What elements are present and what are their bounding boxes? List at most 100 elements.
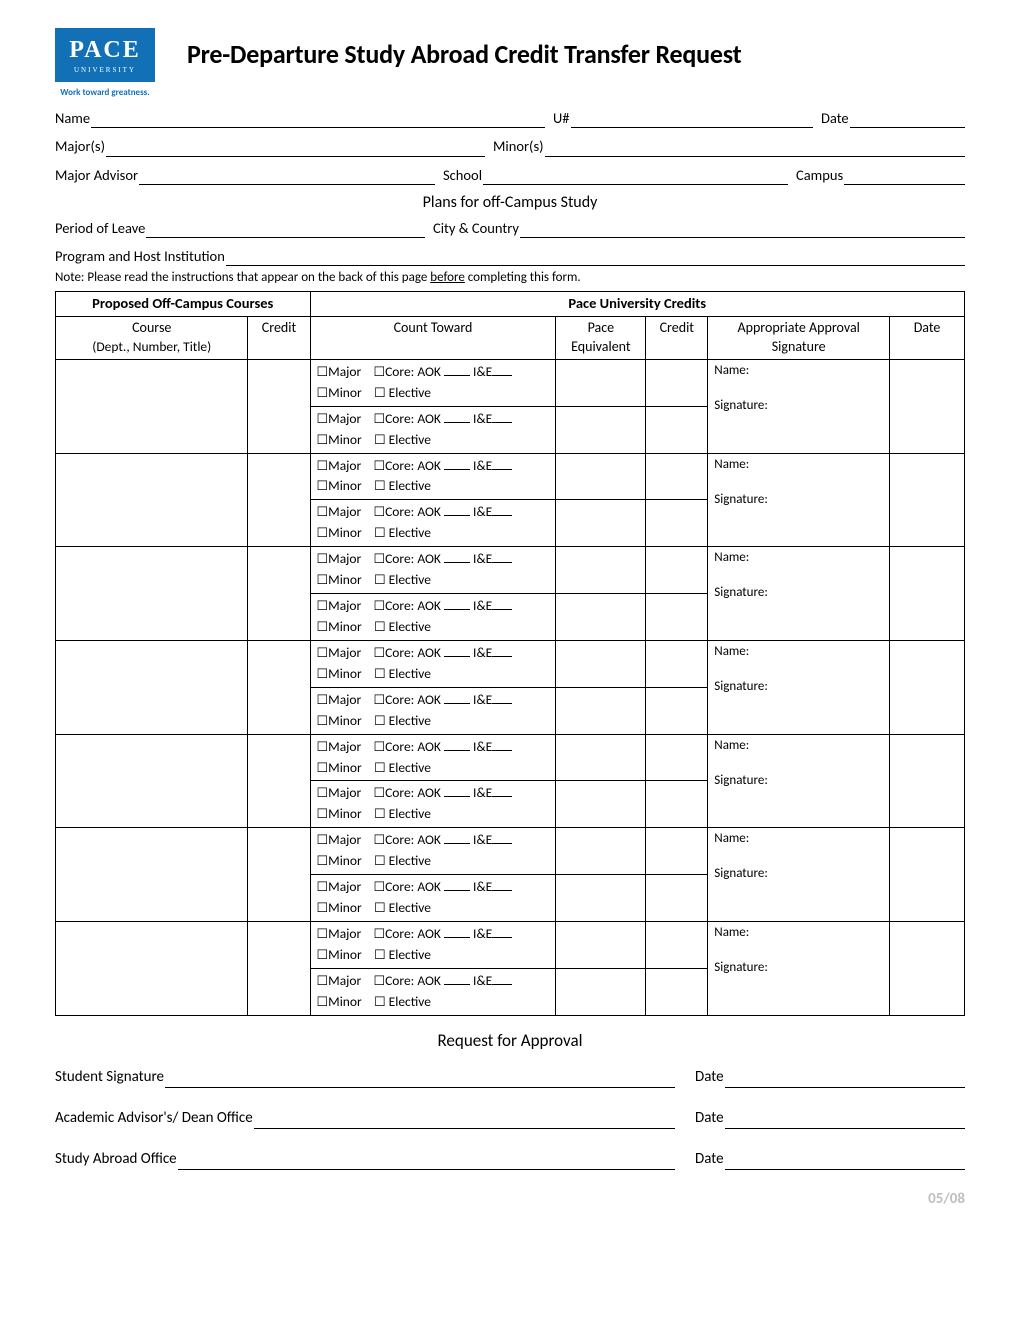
cell-equivalent[interactable] [556, 594, 646, 641]
cell-credit[interactable] [248, 921, 310, 1015]
cell-date[interactable] [890, 453, 965, 547]
cell-approval[interactable]: Name:Signature: [708, 828, 890, 922]
col-credit: Credit [248, 317, 310, 360]
input-student-sig[interactable] [165, 1074, 675, 1088]
cell-count-toward[interactable]: ☐Major ☐Core: AOK I&E☐Minor ☐ Elective [310, 687, 556, 734]
input-date[interactable] [850, 114, 965, 128]
cell-credit[interactable] [248, 453, 310, 547]
cell-equivalent[interactable] [556, 687, 646, 734]
cell-count-toward[interactable]: ☐Major ☐Core: AOK I&E☐Minor ☐ Elective [310, 594, 556, 641]
cell-equivalent[interactable] [556, 640, 646, 687]
label-campus: Campus [796, 165, 843, 185]
cell-credit2[interactable] [646, 875, 708, 922]
cell-date[interactable] [890, 734, 965, 828]
cell-count-toward[interactable]: ☐Major ☐Core: AOK I&E☐Minor ☐ Elective [310, 359, 556, 406]
cell-equivalent[interactable] [556, 875, 646, 922]
cell-credit2[interactable] [646, 547, 708, 594]
input-period[interactable] [146, 224, 425, 238]
cell-credit2[interactable] [646, 640, 708, 687]
cell-course[interactable] [56, 640, 248, 734]
cell-course[interactable] [56, 359, 248, 453]
courses-table: Proposed Off-Campus Courses Pace Univers… [55, 291, 965, 1015]
cell-credit2[interactable] [646, 687, 708, 734]
cell-date[interactable] [890, 547, 965, 641]
cell-credit2[interactable] [646, 359, 708, 406]
cell-count-toward[interactable]: ☐Major ☐Core: AOK I&E☐Minor ☐ Elective [310, 875, 556, 922]
cell-count-toward[interactable]: ☐Major ☐Core: AOK I&E☐Minor ☐ Elective [310, 406, 556, 453]
input-advisor-sig[interactable] [254, 1115, 675, 1129]
cell-credit2[interactable] [646, 453, 708, 500]
cell-equivalent[interactable] [556, 828, 646, 875]
row-program: Program and Host Institution [55, 246, 965, 266]
cell-count-toward[interactable]: ☐Major ☐Core: AOK I&E☐Minor ☐ Elective [310, 453, 556, 500]
cell-credit[interactable] [248, 828, 310, 922]
cell-equivalent[interactable] [556, 734, 646, 781]
input-advisor-date[interactable] [725, 1115, 965, 1129]
cell-approval[interactable]: Name:Signature: [708, 453, 890, 547]
input-city[interactable] [520, 224, 965, 238]
cell-credit[interactable] [248, 640, 310, 734]
cell-count-toward[interactable]: ☐Major ☐Core: AOK I&E☐Minor ☐ Elective [310, 547, 556, 594]
cell-credit2[interactable] [646, 500, 708, 547]
cell-date[interactable] [890, 640, 965, 734]
label-city: City & Country [433, 218, 519, 238]
cell-equivalent[interactable] [556, 500, 646, 547]
cell-credit2[interactable] [646, 734, 708, 781]
label-student-sig: Student Signature [55, 1067, 164, 1088]
cell-credit2[interactable] [646, 968, 708, 1015]
input-student-date[interactable] [725, 1074, 965, 1088]
cell-equivalent[interactable] [556, 547, 646, 594]
input-campus[interactable] [844, 171, 965, 185]
cell-credit2[interactable] [646, 921, 708, 968]
cell-credit[interactable] [248, 547, 310, 641]
cell-equivalent[interactable] [556, 968, 646, 1015]
input-abroad-sig[interactable] [178, 1156, 675, 1170]
cell-equivalent[interactable] [556, 359, 646, 406]
logo-tagline: Work toward greatness. [55, 87, 155, 98]
cell-approval[interactable]: Name:Signature: [708, 921, 890, 1015]
cell-count-toward[interactable]: ☐Major ☐Core: AOK I&E☐Minor ☐ Elective [310, 828, 556, 875]
input-abroad-date[interactable] [725, 1156, 965, 1170]
cell-credit2[interactable] [646, 828, 708, 875]
cell-approval[interactable]: Name:Signature: [708, 734, 890, 828]
cell-credit[interactable] [248, 734, 310, 828]
cell-count-toward[interactable]: ☐Major ☐Core: AOK I&E☐Minor ☐ Elective [310, 500, 556, 547]
cell-course[interactable] [56, 547, 248, 641]
page-title: Pre-Departure Study Abroad Credit Transf… [187, 38, 742, 70]
cell-course[interactable] [56, 921, 248, 1015]
cell-count-toward[interactable]: ☐Major ☐Core: AOK I&E☐Minor ☐ Elective [310, 921, 556, 968]
input-program[interactable] [226, 252, 965, 266]
input-unum[interactable] [571, 114, 813, 128]
cell-count-toward[interactable]: ☐Major ☐Core: AOK I&E☐Minor ☐ Elective [310, 734, 556, 781]
cell-credit2[interactable] [646, 594, 708, 641]
sig-advisor: Academic Advisor's/ Dean Office Date [55, 1108, 965, 1129]
input-minors[interactable] [545, 143, 965, 157]
cell-approval[interactable]: Name:Signature: [708, 547, 890, 641]
cell-approval[interactable]: Name:Signature: [708, 640, 890, 734]
cell-course[interactable] [56, 734, 248, 828]
cell-equivalent[interactable] [556, 453, 646, 500]
cell-date[interactable] [890, 921, 965, 1015]
input-school[interactable] [483, 171, 788, 185]
cell-credit2[interactable] [646, 406, 708, 453]
cell-equivalent[interactable] [556, 406, 646, 453]
row-period: Period of Leave City & Country [55, 218, 965, 238]
cell-course[interactable] [56, 828, 248, 922]
cell-count-toward[interactable]: ☐Major ☐Core: AOK I&E☐Minor ☐ Elective [310, 640, 556, 687]
label-program: Program and Host Institution [55, 246, 225, 266]
cell-count-toward[interactable]: ☐Major ☐Core: AOK I&E☐Minor ☐ Elective [310, 781, 556, 828]
input-majors[interactable] [106, 143, 485, 157]
cell-credit2[interactable] [646, 781, 708, 828]
cell-approval[interactable]: Name:Signature: [708, 359, 890, 453]
input-name[interactable] [91, 114, 545, 128]
input-advisor[interactable] [139, 171, 435, 185]
cell-date[interactable] [890, 828, 965, 922]
cell-equivalent[interactable] [556, 781, 646, 828]
col-equiv: Pace Equivalent [556, 317, 646, 360]
cell-equivalent[interactable] [556, 921, 646, 968]
cell-credit[interactable] [248, 359, 310, 453]
cell-count-toward[interactable]: ☐Major ☐Core: AOK I&E☐Minor ☐ Elective [310, 968, 556, 1015]
cell-date[interactable] [890, 359, 965, 453]
label-unum: U# [553, 108, 570, 128]
cell-course[interactable] [56, 453, 248, 547]
